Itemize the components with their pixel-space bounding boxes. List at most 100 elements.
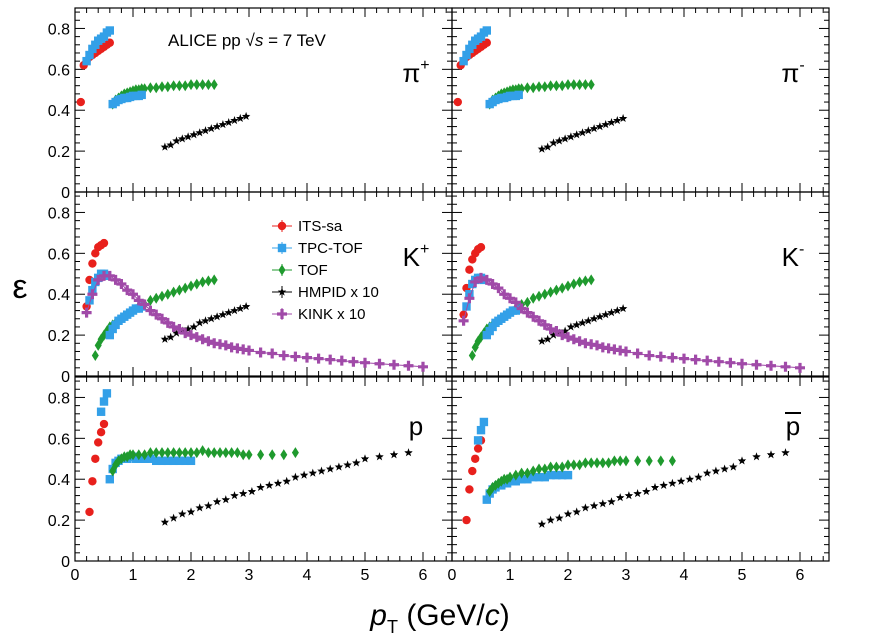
series-tpc-tof [485, 90, 523, 109]
data-point [183, 324, 193, 333]
data-point [564, 79, 572, 91]
data-point [468, 350, 476, 362]
data-point [470, 276, 481, 287]
data-point [587, 274, 595, 286]
data-point [389, 450, 399, 459]
panel-frame [74, 376, 453, 562]
x-tick-label: 3 [622, 567, 631, 584]
data-point [459, 56, 468, 66]
data-point [650, 482, 660, 492]
data-point [543, 142, 552, 151]
series-tpc-tof [459, 26, 491, 66]
data-point [540, 472, 549, 482]
series-kink-x-10 [458, 272, 806, 373]
data-point [207, 314, 216, 323]
data-point [560, 134, 570, 143]
data-point [157, 313, 167, 324]
data-point [216, 447, 224, 459]
data-point [576, 79, 584, 91]
data-point [595, 122, 605, 131]
y-tick-label: 0.6 [48, 246, 70, 263]
legend-label: KINK x 10 [298, 306, 366, 323]
data-point [615, 345, 626, 356]
data-point [713, 356, 724, 367]
data-point [133, 295, 144, 306]
data-point [580, 338, 591, 349]
data-point [453, 97, 462, 107]
data-point [99, 238, 109, 248]
panels: 00.20.40.60.8π+ π-00.20.40.60.8K+ K-00.20.… [48, 7, 830, 584]
data-point [659, 480, 668, 489]
data-point [702, 355, 713, 366]
data-point [581, 79, 589, 91]
data-point [601, 120, 610, 129]
data-point [160, 142, 170, 151]
data-point [99, 270, 109, 281]
data-point [313, 353, 324, 364]
x-axis-label: pT (GeV/c) [369, 599, 509, 637]
data-point [221, 495, 231, 504]
data-point [317, 466, 326, 475]
legend-marker [277, 287, 287, 296]
data-point [551, 326, 562, 337]
data-point [183, 132, 193, 141]
data-point [195, 128, 204, 137]
data-point [239, 449, 247, 461]
data-point [151, 309, 162, 320]
legend-item: TOF [272, 262, 328, 279]
data-point [187, 79, 195, 91]
data-point [589, 124, 599, 133]
data-point [204, 79, 212, 91]
data-point [566, 132, 576, 141]
data-point [308, 468, 318, 477]
data-point [85, 50, 94, 60]
series-hmpid-x-10 [160, 111, 251, 151]
data-point [299, 470, 309, 479]
data-point [576, 459, 584, 471]
data-point [158, 81, 166, 93]
data-point [334, 462, 344, 471]
data-point [352, 458, 361, 467]
data-point [595, 312, 605, 321]
data-point [91, 350, 99, 362]
series-its-sa [459, 243, 486, 319]
data-point [325, 464, 335, 473]
data-point [189, 130, 199, 139]
data-point [207, 124, 216, 133]
data-point [273, 478, 283, 487]
data-point [568, 334, 579, 345]
legend-item: ITS-sa [272, 218, 343, 235]
data-point [615, 493, 625, 502]
data-point [581, 503, 590, 512]
data-point [224, 117, 233, 127]
data-point [247, 486, 257, 496]
data-point [549, 330, 558, 339]
data-point [668, 478, 677, 487]
x-tick-label: 6 [419, 567, 428, 584]
data-point [613, 306, 622, 315]
data-point [241, 301, 251, 311]
data-point [85, 507, 94, 517]
legend-marker [277, 309, 287, 319]
data-point [255, 347, 266, 358]
data-point [172, 328, 181, 337]
data-point [374, 358, 385, 369]
data-point [570, 79, 578, 91]
data-point [199, 79, 207, 91]
data-point [473, 436, 483, 445]
data-point [81, 307, 92, 318]
x-tick-label: 4 [680, 567, 689, 584]
data-point [616, 455, 624, 467]
data-point [82, 56, 91, 66]
data-point [679, 353, 690, 364]
data-point [127, 289, 138, 300]
data-point [282, 476, 291, 485]
data-point [481, 274, 492, 285]
data-point [592, 340, 603, 351]
data-point [566, 322, 576, 331]
y-tick-label: 0.2 [48, 328, 70, 345]
data-point [581, 457, 589, 469]
data-point [781, 448, 790, 457]
data-point [751, 359, 762, 370]
particle-label-charge: + [420, 241, 429, 258]
